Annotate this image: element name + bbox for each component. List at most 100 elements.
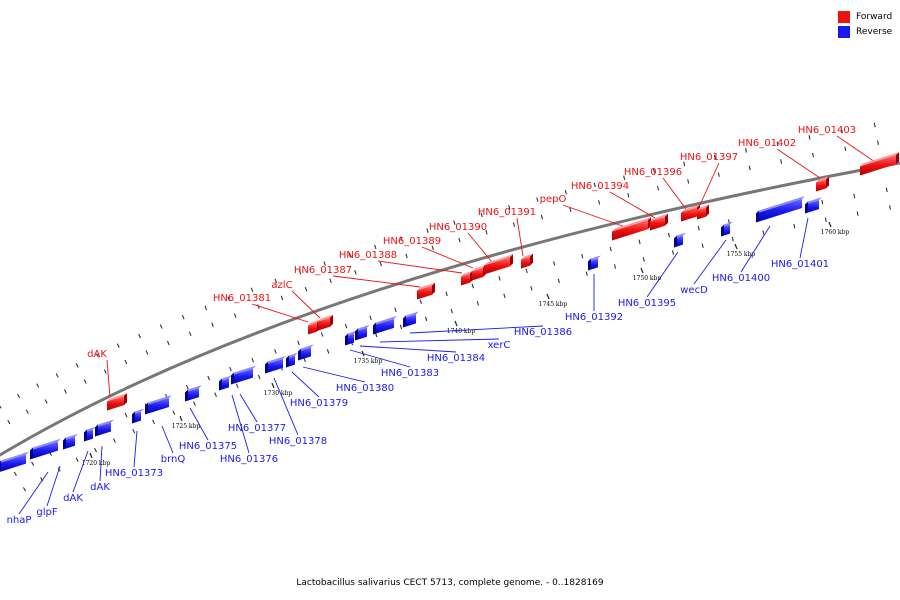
- tick-mark: [354, 270, 357, 275]
- forward-gene-arrow: [417, 282, 435, 300]
- forward-gene-arrow: [521, 253, 533, 269]
- tick-mark: [374, 244, 377, 250]
- scale-tick: [271, 382, 275, 389]
- forward-gene-label: HN6_01403: [798, 125, 856, 136]
- forward-gene-label: HN6_01390: [429, 222, 487, 233]
- scale-label: 1730 kbp: [264, 390, 293, 397]
- tick-mark: [476, 301, 480, 306]
- forward-gene-label: HN6_01388: [339, 250, 397, 261]
- tick-mark: [844, 146, 847, 152]
- tick-mark: [251, 358, 255, 363]
- reverse-label-line: [239, 393, 258, 423]
- tick-mark: [274, 349, 277, 354]
- tick-mark: [498, 276, 501, 281]
- reverse-gene-label: HN6_01377: [228, 423, 286, 434]
- tick-mark: [124, 412, 128, 418]
- reverse-gene-label: HN6_01392: [565, 312, 623, 323]
- reverse-gene-label: HN6_01384: [427, 353, 485, 364]
- tick-mark: [419, 299, 422, 304]
- reverse-gene-label: HN6_01375: [179, 441, 237, 452]
- tick-mark: [75, 457, 79, 462]
- forward-gene-label: HN6_01387: [294, 265, 352, 276]
- reverse-gene-label: HN6_01376: [220, 454, 278, 465]
- tick-mark: [7, 419, 11, 425]
- tick-mark: [227, 296, 231, 302]
- forward-gene-arrow: [107, 393, 127, 411]
- forward-gene-label: HN6_01389: [383, 236, 441, 247]
- tick-mark: [581, 253, 584, 259]
- tick-mark: [44, 399, 48, 404]
- tick-mark: [96, 353, 99, 358]
- tick-mark: [683, 161, 686, 167]
- reverse-gene-arrow: [30, 438, 61, 460]
- tick-mark: [379, 261, 382, 267]
- tick-mark: [445, 291, 448, 297]
- reverse-label-line: [379, 338, 500, 343]
- reverse-gene-arrow: [588, 255, 601, 271]
- scale-labels: 1720 kbp 1725 kbp 1730 kbp 1735 kbp 1740 kbp…: [82, 221, 849, 467]
- forward-gene-arrow: [697, 204, 709, 220]
- scale-tick: [640, 267, 644, 274]
- tick-mark: [540, 214, 544, 220]
- tick-mark: [657, 185, 660, 191]
- reverse-gene-arrow: [721, 221, 733, 237]
- tick-mark: [652, 168, 656, 173]
- tick-mark: [323, 261, 326, 266]
- reverse-gene-arrow: [145, 394, 172, 415]
- tick-mark: [145, 350, 149, 355]
- reverse-label-line: [133, 430, 138, 468]
- tick-mark: [211, 322, 214, 327]
- reverse-label-line: [18, 471, 49, 515]
- reverse-gene-arrow: [0, 451, 29, 472]
- tick-mark: [593, 182, 596, 188]
- forward-label-line: [377, 260, 463, 274]
- tick-mark: [609, 246, 612, 252]
- reverse-gene-label: nhaP: [7, 515, 32, 526]
- tick-mark: [503, 293, 506, 298]
- forward-gene-arrow: [860, 152, 899, 176]
- tick-mark: [776, 141, 779, 147]
- tick-mark: [185, 384, 189, 390]
- reverse-gene-arrow: [805, 197, 822, 214]
- tick-mark: [257, 304, 260, 309]
- scale-label: 1750 kbp: [633, 275, 662, 282]
- tick-mark: [530, 285, 533, 291]
- tick-mark: [471, 283, 474, 289]
- tick-mark: [152, 419, 155, 425]
- forward-gene-label: dAK: [87, 349, 107, 360]
- tick-mark: [63, 389, 67, 394]
- reverse-label-line: [740, 225, 771, 273]
- tick-mark: [638, 239, 641, 245]
- tick-mark: [687, 179, 690, 184]
- tick-mark: [229, 366, 232, 372]
- reverse-gene-label: brnQ: [161, 454, 186, 465]
- tick-mark: [214, 392, 217, 397]
- tick-mark: [193, 401, 196, 406]
- reverse-label-line: [46, 465, 61, 507]
- tick-mark: [426, 228, 429, 233]
- tick-mark: [36, 383, 40, 388]
- reverse-label-line: [349, 349, 411, 368]
- forward-gene-label: HN6_01394: [571, 181, 629, 192]
- tick-mark: [235, 383, 239, 389]
- legend: Forward Reverse: [838, 9, 892, 39]
- scale-label: 1745 kbp: [539, 301, 568, 308]
- reverse-label-line: [161, 425, 174, 454]
- tick-mark: [812, 152, 814, 158]
- tick-mark: [450, 308, 453, 314]
- forward-gene-arrow: [650, 213, 668, 231]
- tick-mark: [889, 205, 891, 210]
- tick-mark: [188, 331, 192, 336]
- tick-mark: [17, 393, 21, 399]
- tick-mark: [394, 307, 397, 312]
- tick-mark: [598, 200, 601, 205]
- tick-mark: [25, 409, 29, 414]
- tick-mark: [512, 222, 516, 227]
- tick-mark: [627, 192, 630, 198]
- tick-mark: [0, 405, 2, 409]
- legend-forward: Forward: [838, 9, 892, 24]
- legend-forward-swatch: [838, 10, 850, 23]
- forward-label-line: [662, 177, 687, 210]
- tick-mark: [399, 324, 403, 330]
